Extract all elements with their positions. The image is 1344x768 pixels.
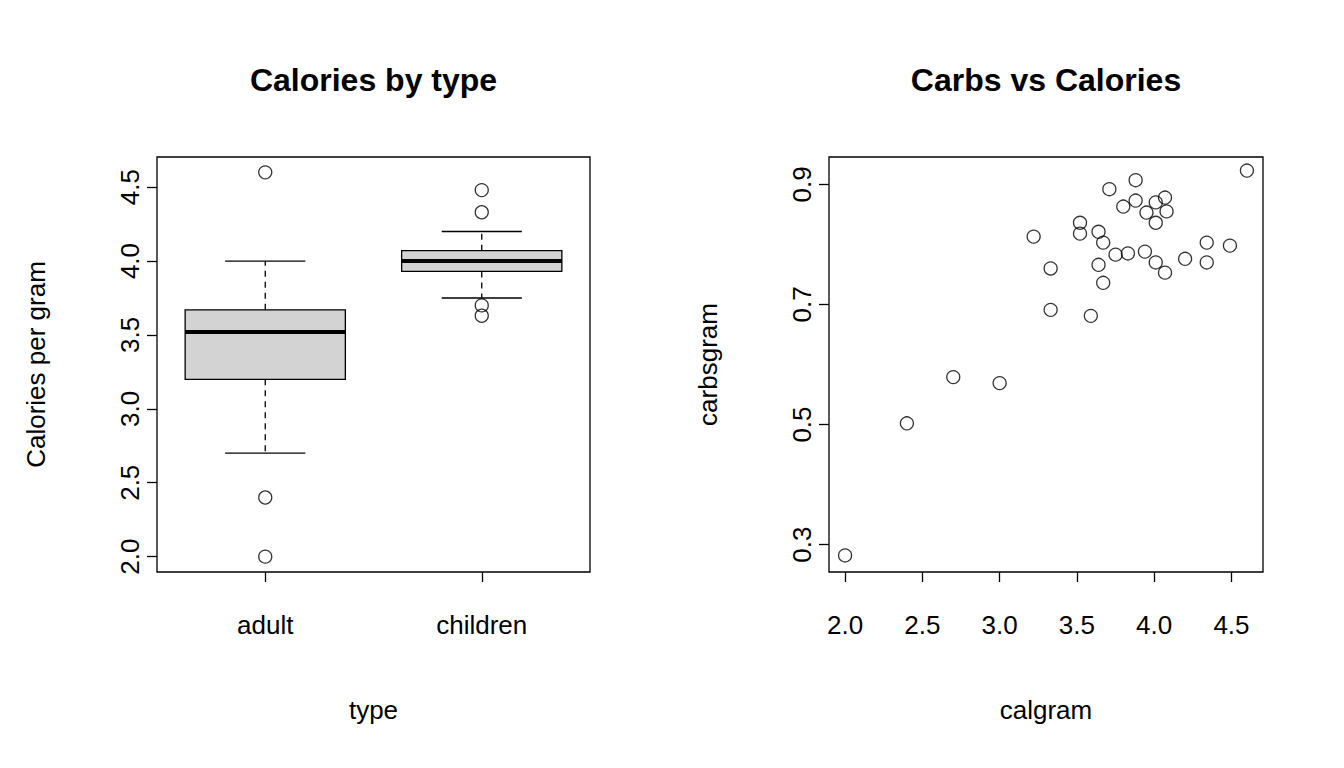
svg-text:3.5: 3.5 xyxy=(115,317,145,353)
svg-text:0.7: 0.7 xyxy=(787,286,817,322)
svg-text:2.0: 2.0 xyxy=(115,539,145,575)
svg-text:Calories by type: Calories by type xyxy=(250,62,497,98)
svg-text:3.5: 3.5 xyxy=(1059,610,1095,640)
svg-text:3.0: 3.0 xyxy=(115,391,145,427)
svg-text:Carbs vs Calories: Carbs vs Calories xyxy=(911,62,1181,98)
svg-text:adult: adult xyxy=(237,610,294,640)
svg-text:2.5: 2.5 xyxy=(904,610,940,640)
svg-text:4.5: 4.5 xyxy=(1213,610,1249,640)
svg-text:calgram: calgram xyxy=(1000,695,1092,725)
svg-text:carbsgram: carbsgram xyxy=(693,303,723,426)
svg-text:3.0: 3.0 xyxy=(982,610,1018,640)
svg-text:4.5: 4.5 xyxy=(115,169,145,205)
svg-text:4.0: 4.0 xyxy=(1136,610,1172,640)
svg-text:children: children xyxy=(436,610,527,640)
svg-text:4.0: 4.0 xyxy=(115,243,145,279)
svg-text:2.0: 2.0 xyxy=(827,610,863,640)
svg-text:0.3: 0.3 xyxy=(787,527,817,563)
svg-text:Calories per gram: Calories per gram xyxy=(21,261,51,468)
svg-text:0.9: 0.9 xyxy=(787,166,817,202)
svg-text:type: type xyxy=(349,695,398,725)
svg-text:2.5: 2.5 xyxy=(115,465,145,501)
svg-text:0.5: 0.5 xyxy=(787,406,817,442)
